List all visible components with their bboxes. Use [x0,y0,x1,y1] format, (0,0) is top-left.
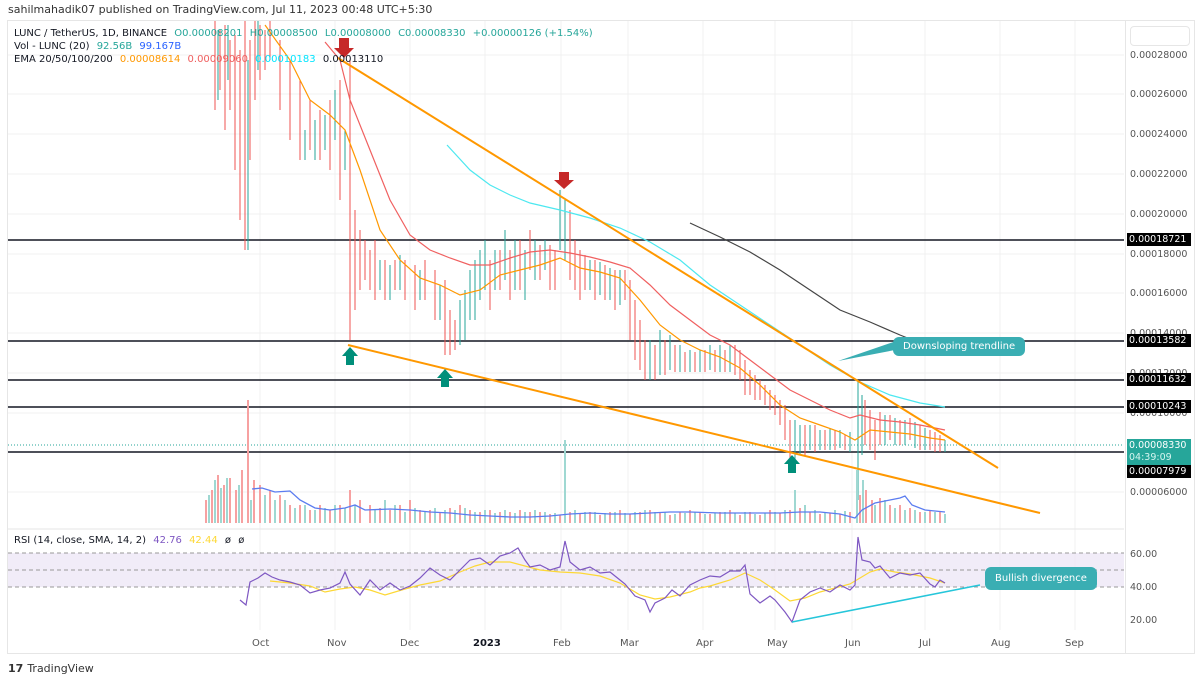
volume-bars [205,400,946,523]
ema100-line [446,144,946,408]
open-value: O0.00008201 [174,28,243,39]
tv-logo-icon: 𝟭𝟳 [8,662,24,675]
high-value: H0.00008500 [249,28,318,39]
ema50-line [324,41,946,431]
rsi-legend: RSI (14, close, SMA, 14, 2) 42.76 42.44 … [14,535,248,546]
ema100-value: 0.00010183 [255,54,316,65]
price-axis-label: 0.00010000 [1130,408,1188,419]
time-axis-label: Feb [553,638,571,649]
rsi-extra-b: ø [238,535,245,546]
time-axis-label: Mar [620,638,639,649]
ema50-value: 0.00009060 [187,54,248,65]
last-price-tag: 0.00008330 04:39:09 [1127,439,1191,465]
tradingview-logo[interactable]: 𝟭𝟳 TradingView [8,662,94,675]
lower-trendline [347,344,1041,514]
change-value: +0.00000126 (+1.54%) [472,28,593,39]
price-axis-label: 0.00028000 [1130,50,1188,61]
rsi-extra-a: ø [224,535,232,546]
price-axis-label: 0.00026000 [1130,89,1188,100]
ohlc-legend: LUNC / TetherUS, 1D, BINANCE O0.00008201… [14,28,597,39]
chart-frame [7,20,1126,654]
trendline-callout: Downsloping trendline [893,337,1026,356]
last-price-value: 0.00008330 [1129,440,1187,451]
trendline-callout-pointer [838,338,905,361]
axis-settings-box[interactable] [1130,26,1190,46]
time-axis-label: Jun [845,638,861,649]
brand-text: TradingView [27,662,94,675]
volume-label: Vol - LUNC (20) [14,41,90,52]
time-axis-label: May [767,638,788,649]
candles [214,21,946,500]
rsi-axis-label: 60.00 [1130,549,1158,560]
ema20-line [264,24,946,441]
time-axis-label: Jul [919,638,932,649]
time-axis-label: Apr [696,638,714,649]
time-axis-label: Sep [1065,638,1084,649]
green-up-arrows [342,347,800,473]
main-chart-svg[interactable] [0,0,1125,681]
rsi-line [239,536,946,624]
time-axis-label: 2023 [473,638,501,649]
ema200-line [689,222,921,344]
rsi-sma-value: 42.44 [189,535,218,546]
rsi-axis-label: 40.00 [1130,582,1158,593]
time-axis-label: Nov [327,638,347,649]
price-axis-label: 0.00006000 [1130,487,1188,498]
red-down-arrows [334,38,574,189]
time-axis-label: Dec [400,638,420,649]
time-axis-label: Oct [252,638,270,649]
price-axis-label: 0.00014000 [1130,328,1187,339]
bullish-divergence-line [791,584,981,623]
level-tag: 0.00018721 [1127,233,1191,246]
price-axis-label: 0.00022000 [1130,169,1188,180]
low-value: L0.00008000 [324,28,391,39]
price-axis-label: 0.00020000 [1130,209,1188,220]
price-axis-label: 0.00016000 [1130,288,1188,299]
close-value: C0.00008330 [398,28,466,39]
rsi-value: 42.76 [153,535,182,546]
symbol-label: LUNC / TetherUS, 1D, BINANCE [14,28,168,39]
level-tag: 0.00013582 [1127,334,1191,347]
ema200-value: 0.00013110 [322,54,384,65]
price-axis[interactable] [1125,20,1195,654]
publisher-line: sahilmahadik07 published on TradingView.… [8,3,433,16]
volume-ma-line [251,487,946,519]
bar-countdown: 04:39:09 [1129,452,1172,463]
ema-label: EMA 20/50/100/200 [14,54,113,65]
volume-legend: Vol - LUNC (20) 92.56B 99.167B [14,41,185,52]
time-axis-label: Aug [991,638,1011,649]
level-tag: 0.00010243 [1127,400,1191,413]
ema-legend: EMA 20/50/100/200 0.00008614 0.00009060 … [14,54,387,65]
rsi-label: RSI (14, close, SMA, 14, 2) [14,535,147,546]
level-tag: 0.00007979 [1127,465,1191,478]
price-axis-label: 0.00018000 [1130,249,1188,260]
upper-trendline [337,57,999,469]
ema20-value: 0.00008614 [119,54,181,65]
rsi-axis-label: 20.00 [1130,615,1158,626]
volume-ma-value: 99.167B [139,41,182,52]
volume-value: 92.56B [96,41,133,52]
price-axis-label: 0.00024000 [1130,129,1188,140]
rsi-sma-line [269,561,946,602]
level-tag: 0.00011632 [1127,373,1191,386]
divergence-callout: Bullish divergence [985,567,1097,590]
